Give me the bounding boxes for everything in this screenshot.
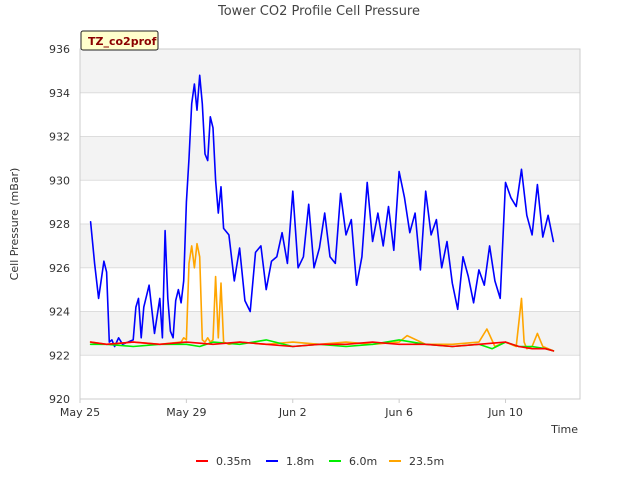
y-tick-label: 930 [49,174,70,187]
y-tick-label: 926 [49,262,70,275]
plot-band [80,355,580,399]
y-tick-label: 922 [49,349,70,362]
series-line-0.35m [89,341,555,352]
plot-background [80,49,580,399]
y-axis-ticks: 920 922 924 926 928 930 932 934 936 [49,43,70,406]
y-axis-title: Cell Pressure (mBar) [8,168,21,281]
x-tick-label: May 29 [166,406,206,419]
legend-label: 0.35m [216,455,251,468]
x-axis-ticks: May 25 May 29 Jun 2 Jun 6 Jun 10 [60,399,523,419]
plot-band [80,267,580,312]
y-tick-label: 928 [49,218,70,231]
y-tick-label: 936 [49,43,70,56]
tag-box: TZ_co2prof [80,30,159,51]
y-tick-label: 920 [49,393,70,406]
legend-label: 1.8m [286,455,314,468]
plot-band [80,49,580,93]
legend-label: 6.0m [349,455,377,468]
series-lines [89,74,555,352]
y-tick-label: 932 [49,131,70,144]
legend: 0.35m 1.8m 6.0m 23.5m [196,455,444,468]
plot-band [80,180,580,224]
legend-label: 23.5m [409,455,444,468]
tag-label: TZ_co2prof [88,35,157,48]
plot-band [80,136,580,181]
x-tick-label: Jun 2 [278,406,307,419]
x-tick-label: May 25 [60,406,100,419]
y-tick-label: 924 [49,306,70,319]
x-axis-title: Time [550,423,578,436]
y-tick-label: 934 [49,87,70,100]
plot-frame [79,48,581,400]
series-line-1.8m [89,74,555,348]
plot-band [80,224,580,268]
x-tick-label: Jun 10 [487,406,523,419]
plot-band [80,92,580,137]
chart-title: Tower CO2 Profile Cell Pressure [217,4,420,19]
x-tick-label: Jun 6 [384,406,413,419]
